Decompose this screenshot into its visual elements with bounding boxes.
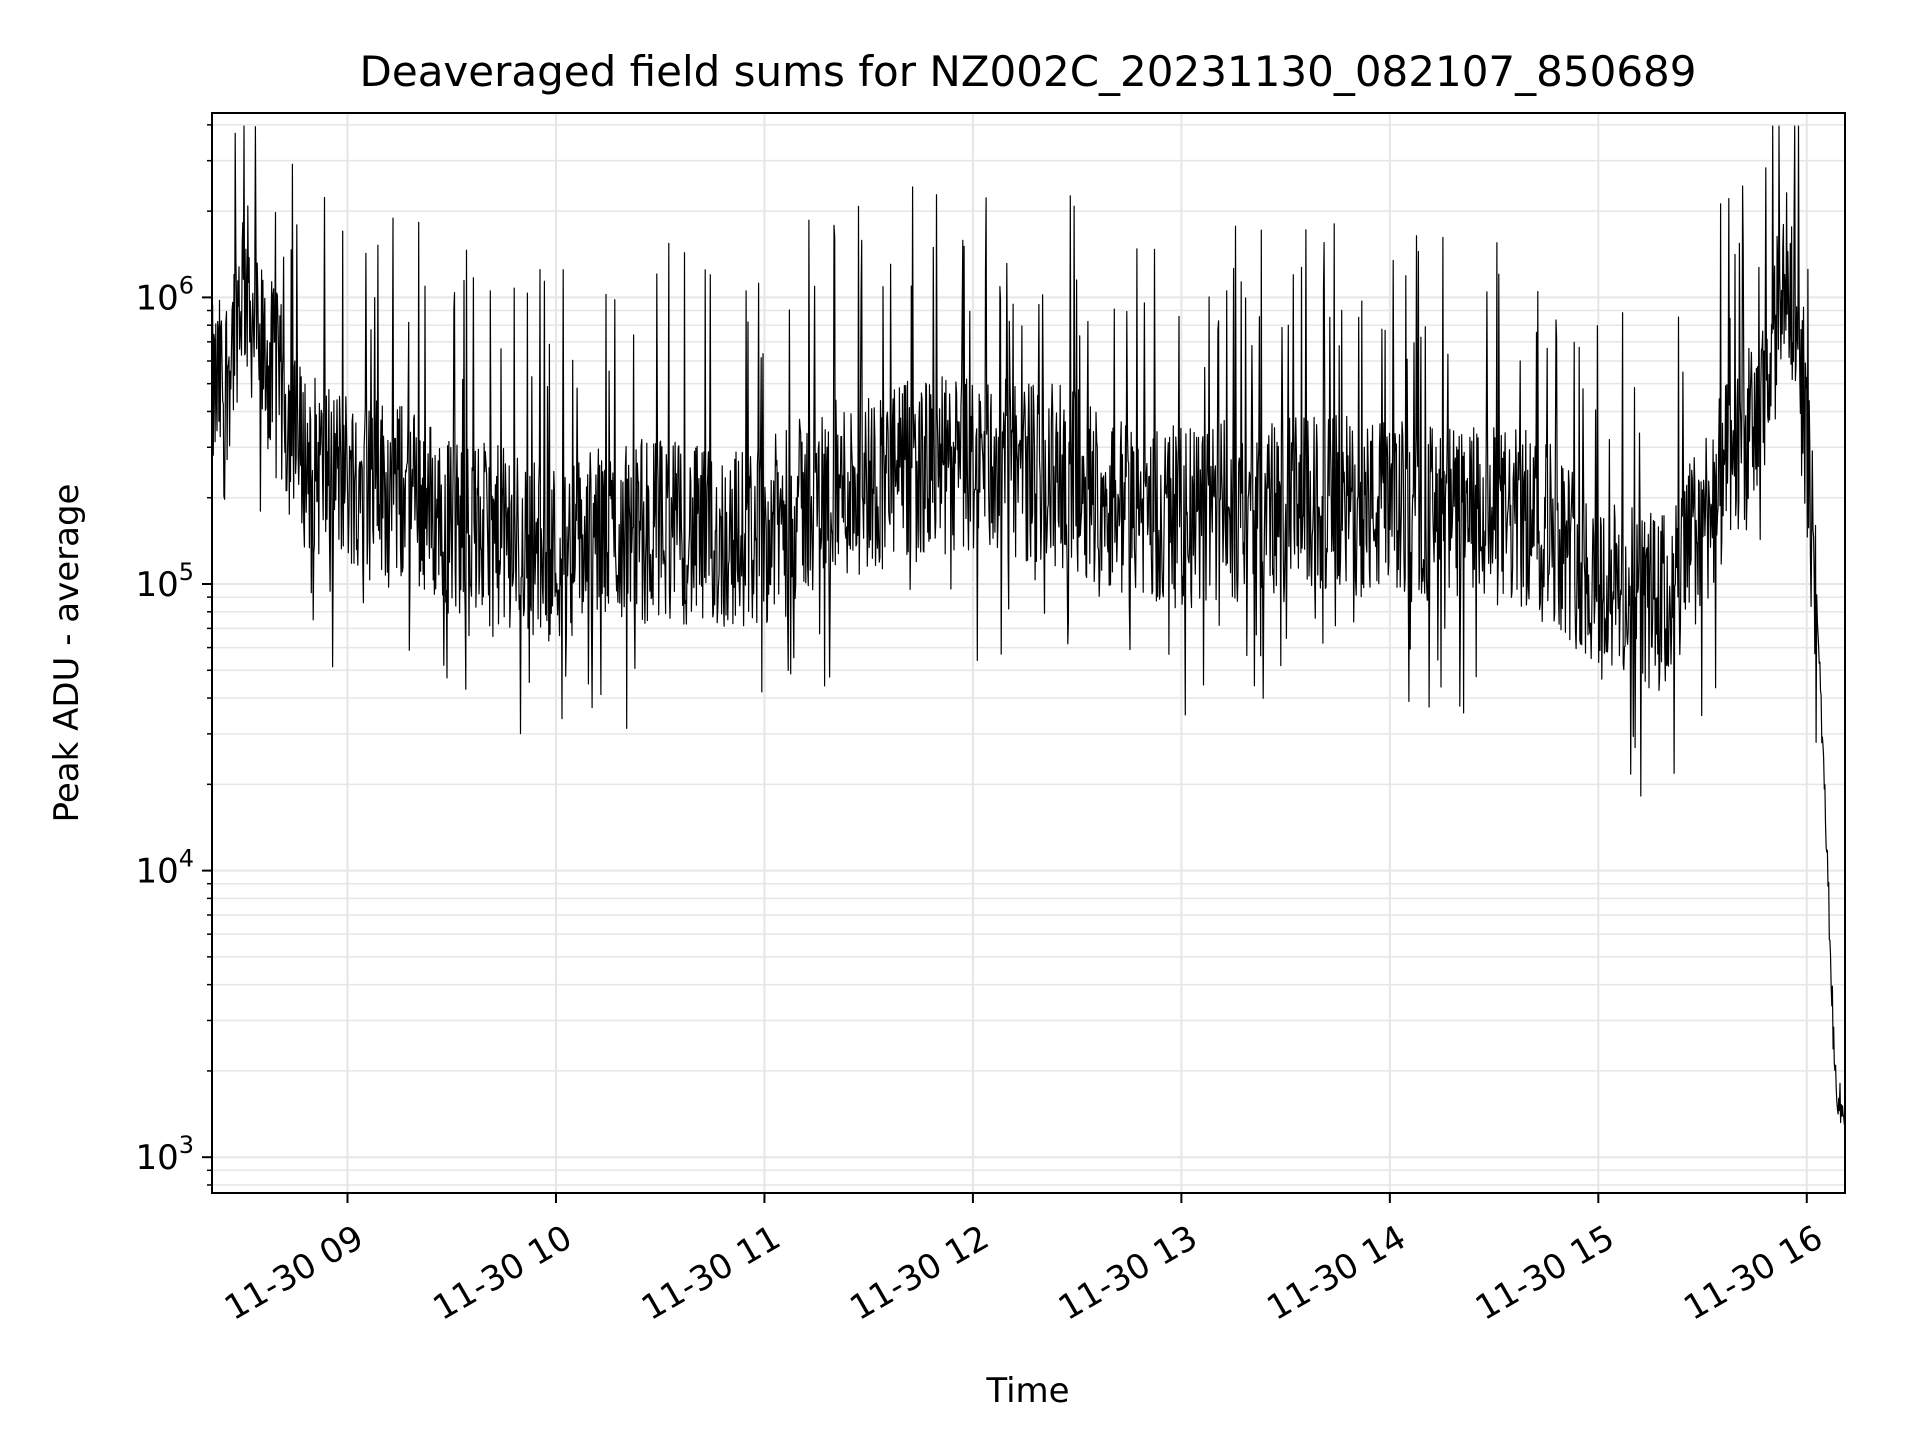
- y-tick-label: 103: [135, 1131, 194, 1178]
- chart-title: Deaveraged field sums for NZ002C_2023113…: [360, 47, 1697, 96]
- y-tick-label: 105: [135, 558, 194, 605]
- y-axis-ticks: 103 104 105 106: [135, 124, 212, 1186]
- plot-area: [211, 125, 1846, 1126]
- axes-frame: [211, 112, 1846, 1194]
- y-axis-label: Peak ADU - average: [47, 484, 87, 823]
- series-line: [211, 125, 1846, 1126]
- y-tick-label: 104: [135, 845, 194, 892]
- y-tick-label: 106: [135, 271, 194, 318]
- x-axis-label: Time: [985, 1371, 1069, 1411]
